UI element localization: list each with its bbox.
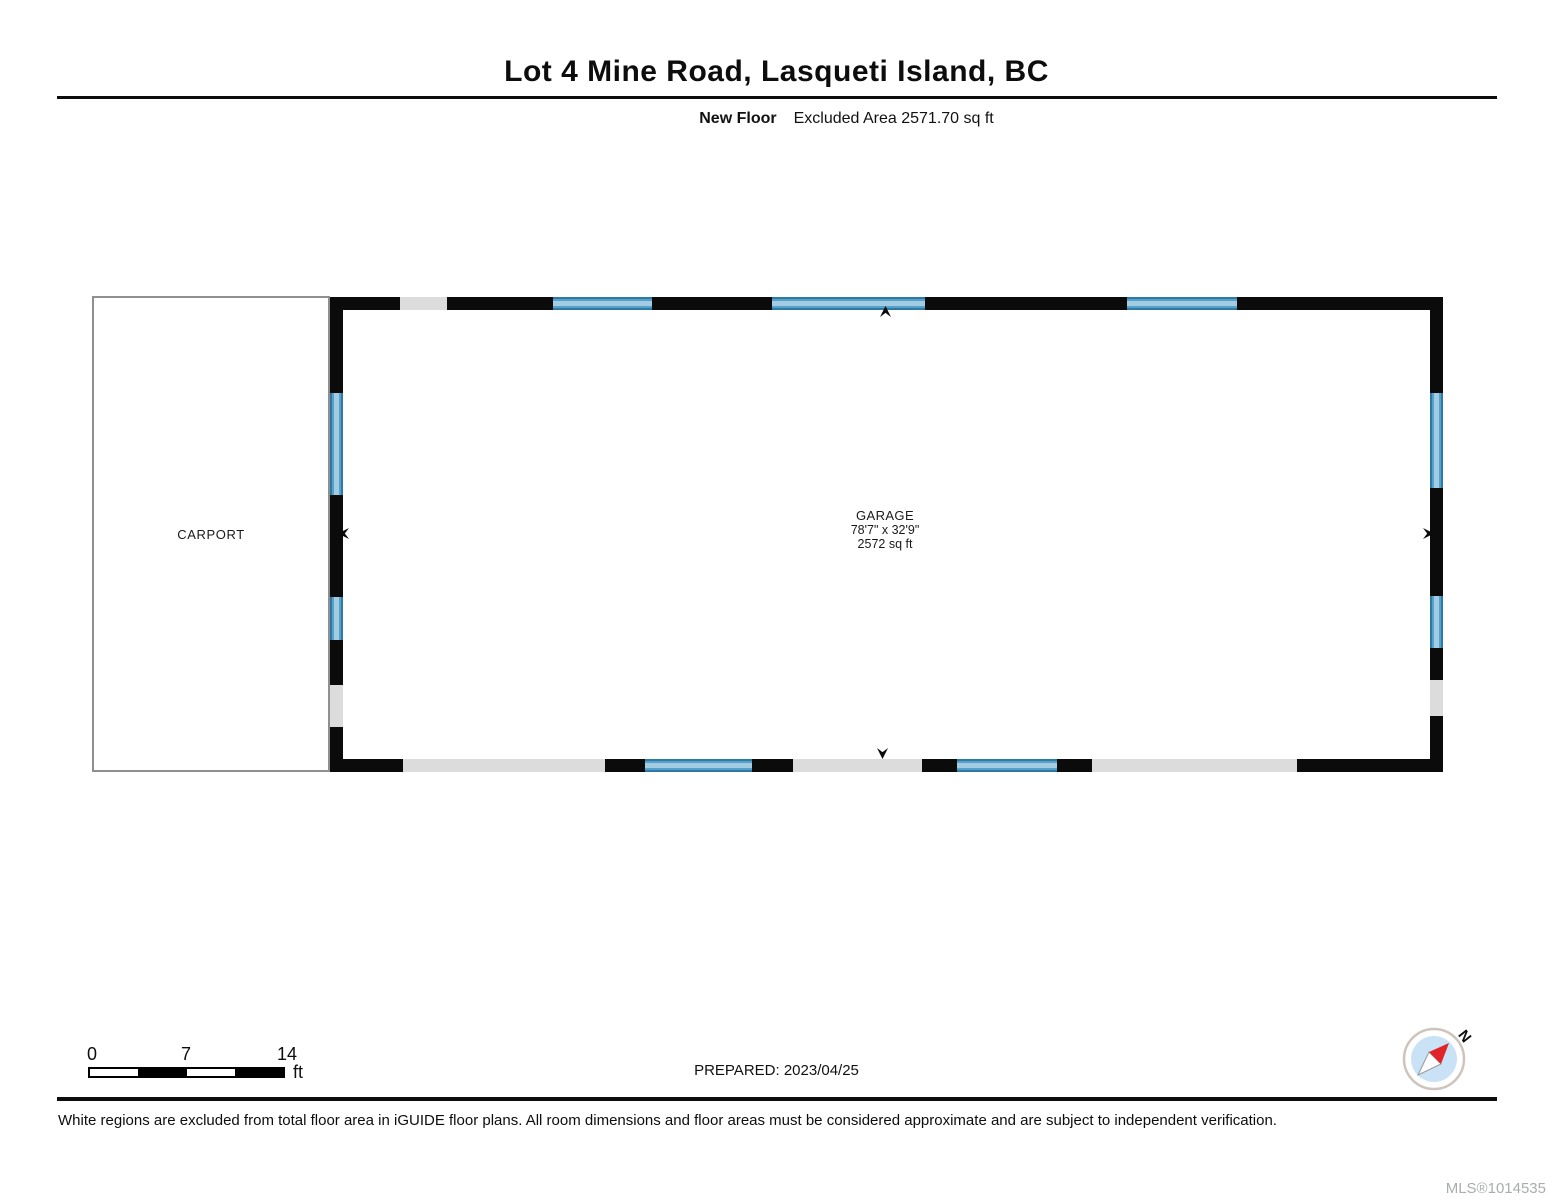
carport-label: CARPORT xyxy=(177,526,245,542)
garage-name: GARAGE xyxy=(855,508,915,523)
window-icon xyxy=(330,393,343,495)
garage-wall-right xyxy=(1430,297,1443,772)
compass: N xyxy=(1401,1026,1483,1092)
compass-rose-icon xyxy=(1402,1027,1466,1091)
garage-dimensions: 78'7" x 32'9" xyxy=(850,523,920,537)
garage-room-label: GARAGE 78'7" x 32'9" 2572 sq ft xyxy=(775,508,995,551)
dimension-arrow-down-icon xyxy=(877,748,888,759)
scale-bar: 0 7 14 ft xyxy=(86,1044,328,1084)
scale-unit-label: ft xyxy=(293,1062,304,1082)
page-title: Lot 4 Mine Road, Lasqueti Island, BC xyxy=(504,55,1049,88)
window-icon xyxy=(772,297,925,310)
header-divider xyxy=(57,96,1497,99)
garage-wall-bottom xyxy=(330,759,1443,772)
excluded-area-label: Excluded Area 2571.70 sq ft xyxy=(793,110,994,127)
floor-name-label: New Floor xyxy=(699,110,777,127)
footer-divider xyxy=(57,1097,1497,1101)
garage-wall-top xyxy=(330,297,1443,310)
window-icon xyxy=(330,597,343,640)
garage-wall-left xyxy=(330,297,343,772)
scale-tick-14: 14 xyxy=(276,1044,298,1064)
window-icon xyxy=(553,297,652,310)
mls-number-label: MLS®1014535 xyxy=(1445,1180,1546,1197)
garage-area: 2572 sq ft xyxy=(857,537,913,551)
window-icon xyxy=(1430,393,1443,488)
disclaimer-text: White regions are excluded from total fl… xyxy=(58,1112,1277,1129)
dimension-arrow-up-icon xyxy=(880,306,891,317)
prepared-date-label: PREPARED: 2023/04/25 xyxy=(694,1062,859,1079)
scale-bar-graphic xyxy=(88,1067,285,1078)
window-icon xyxy=(1127,297,1237,310)
window-icon xyxy=(1430,596,1443,648)
carport-room: CARPORT xyxy=(92,296,330,772)
scale-tick-0: 0 xyxy=(86,1044,98,1064)
scale-tick-7: 7 xyxy=(180,1044,192,1064)
compass-needle-head xyxy=(1429,1043,1449,1064)
window-icon xyxy=(645,759,752,772)
floor-subtitle: New Floor Excluded Area 2571.70 sq ft xyxy=(70,110,1553,128)
window-icon xyxy=(957,759,1057,772)
